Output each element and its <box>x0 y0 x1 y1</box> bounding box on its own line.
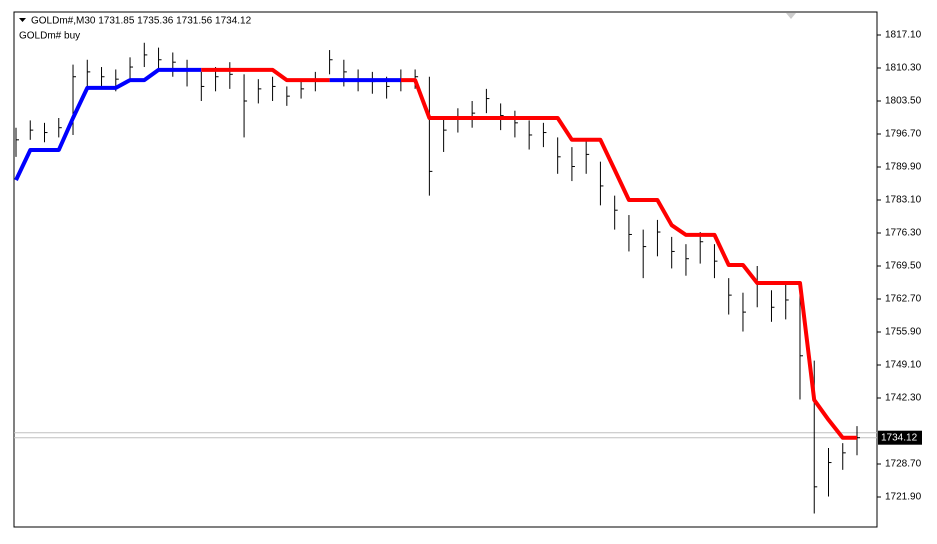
y-tick-label: 1755.90 <box>885 327 922 338</box>
price-label: 1734.12 <box>881 432 918 443</box>
shift-marker <box>786 13 796 19</box>
y-tick-label: 1762.70 <box>885 294 922 305</box>
y-tick-label: 1769.50 <box>885 261 922 272</box>
chart-title: GOLDm#,M30 1731.85 1735.36 1731.56 1734.… <box>31 16 252 27</box>
indicator-line <box>201 67 857 440</box>
plot-frame <box>13 11 878 528</box>
collapse-arrow[interactable] <box>19 18 26 22</box>
price-label-box <box>878 430 922 445</box>
y-tick-label: 1789.90 <box>885 162 922 173</box>
indicator-line <box>14 67 401 181</box>
y-tick-label: 1810.30 <box>885 63 922 74</box>
y-tick-label: 1783.10 <box>885 195 922 206</box>
y-tick-label: 1796.70 <box>885 129 922 140</box>
y-tick-label: 1817.10 <box>885 30 922 41</box>
y-tick-label: 1728.70 <box>885 459 922 470</box>
indicator-label: GOLDm# buy <box>19 31 80 42</box>
y-tick-label: 1721.90 <box>885 492 922 503</box>
y-tick-label: 1803.50 <box>885 96 922 107</box>
y-tick-label: 1742.30 <box>885 393 922 404</box>
y-tick-label: 1749.10 <box>885 360 922 371</box>
y-tick-label: 1776.30 <box>885 228 922 239</box>
